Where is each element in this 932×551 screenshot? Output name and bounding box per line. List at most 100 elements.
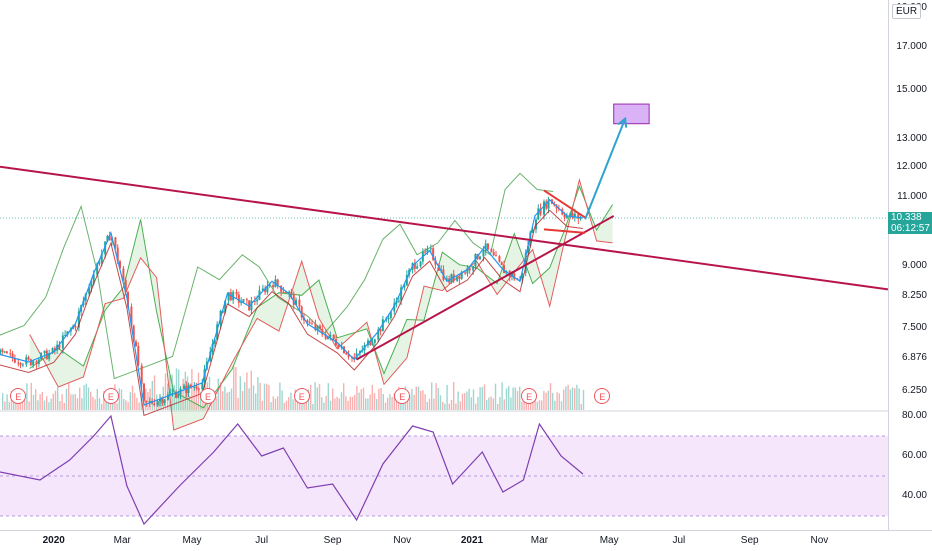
earnings-marker[interactable]: E	[293, 388, 310, 404]
last-price-value: 10.338	[891, 211, 922, 223]
volume-bar	[147, 392, 149, 410]
volume-bar	[226, 392, 228, 410]
volume-bar	[92, 396, 94, 410]
volume-bar	[279, 382, 281, 410]
volume-bar	[4, 401, 6, 410]
volume-bar	[439, 395, 442, 410]
volume-bar	[162, 386, 164, 410]
volume-bar	[285, 400, 288, 410]
candle-body	[153, 403, 156, 406]
volume-bar	[230, 388, 233, 410]
candle-body	[37, 359, 40, 364]
earnings-marker[interactable]: E	[594, 388, 611, 404]
volume-bar	[420, 391, 422, 410]
volume-bar	[81, 398, 83, 410]
volume-bar	[26, 383, 28, 410]
ichimoku-cloud	[29, 179, 613, 430]
candle-body	[119, 261, 121, 269]
volume-bar	[274, 398, 277, 410]
earnings-marker[interactable]: E	[200, 388, 216, 404]
candle-body	[371, 342, 374, 346]
volume-bar	[349, 396, 351, 410]
currency-badge[interactable]: EUR	[892, 4, 922, 19]
volume-bar	[389, 394, 391, 410]
price-tick-label: 13.000	[896, 133, 927, 145]
price-tick-label: 7.500	[901, 322, 927, 334]
candle-body	[466, 268, 469, 274]
volume-bar	[406, 398, 409, 410]
volume-bar	[52, 393, 54, 410]
volume-bar	[211, 398, 213, 410]
volume-bar	[151, 380, 153, 410]
earnings-marker[interactable]: E	[10, 388, 27, 404]
candle-body	[472, 266, 475, 271]
volume-bar	[83, 385, 85, 410]
candle-body	[329, 334, 332, 337]
volume-bar	[43, 400, 46, 410]
candle-body	[0, 349, 1, 355]
volume-bar	[442, 401, 444, 410]
volume-bar	[48, 402, 50, 410]
time-tick-label: Sep	[740, 535, 759, 546]
candle-body	[148, 400, 151, 403]
volume-bar	[384, 402, 387, 410]
volume-bar	[547, 390, 549, 410]
earnings-marker[interactable]: E	[521, 388, 538, 404]
candle-body	[40, 353, 43, 360]
price-tick-label: 6.876	[901, 352, 927, 364]
volume-bar	[189, 395, 191, 410]
volume-bar	[358, 392, 360, 410]
volume-bar	[490, 396, 492, 410]
volume-bar	[391, 396, 393, 410]
volume-bar	[63, 402, 65, 410]
candle-body	[127, 292, 129, 307]
time-axis[interactable]: 2020 Mar May Jul Sep Nov 2021 Mar May Jul Sep Nov	[0, 530, 932, 551]
earnings-marker[interactable]: E	[394, 388, 411, 404]
volume-bar	[224, 386, 226, 410]
volume-bar	[248, 388, 250, 410]
countdown-timer: 06:12:57	[891, 222, 930, 234]
volume-bar	[310, 384, 312, 410]
candle-body	[319, 325, 321, 329]
volume-bar	[477, 396, 479, 410]
candle-body	[167, 394, 169, 400]
volume-bar	[41, 391, 43, 410]
base-line	[0, 209, 583, 417]
volume-bar	[545, 392, 547, 410]
volume-bar	[101, 403, 103, 410]
candle-body	[535, 219, 537, 230]
volume-bar	[321, 397, 323, 410]
volume-bar	[558, 393, 560, 410]
volume-bar	[461, 393, 464, 410]
volume-bar	[35, 389, 37, 410]
candle-body	[135, 341, 137, 347]
volume-bar	[94, 399, 96, 410]
candle-body	[292, 293, 295, 305]
candle-body	[3, 351, 6, 353]
candle-body	[282, 291, 285, 293]
volume-bar	[76, 398, 79, 410]
volume-bar	[470, 397, 472, 410]
volume-bar	[369, 394, 371, 410]
volume-bar	[514, 387, 516, 410]
candle-body	[19, 363, 22, 366]
time-tick-label: Mar	[113, 535, 131, 546]
candle-body	[565, 215, 568, 218]
candle-body	[419, 261, 422, 267]
price-axis[interactable]: 19.00017.00015.00013.00012.00011.0009.00…	[888, 0, 932, 530]
earnings-marker[interactable]: E	[102, 388, 119, 404]
volume-bar	[466, 391, 468, 410]
volume-bar	[65, 389, 68, 410]
candle-body	[256, 299, 259, 302]
volume-bar	[486, 400, 488, 410]
volume-bar	[560, 401, 563, 410]
candle-body	[143, 383, 145, 401]
candle-body	[500, 261, 503, 266]
candle-body	[495, 255, 497, 257]
volume-bar	[530, 400, 532, 410]
volume-bar	[156, 394, 158, 410]
volume-bar	[263, 383, 266, 410]
candle-body	[201, 383, 204, 390]
volume-bar	[453, 382, 455, 410]
